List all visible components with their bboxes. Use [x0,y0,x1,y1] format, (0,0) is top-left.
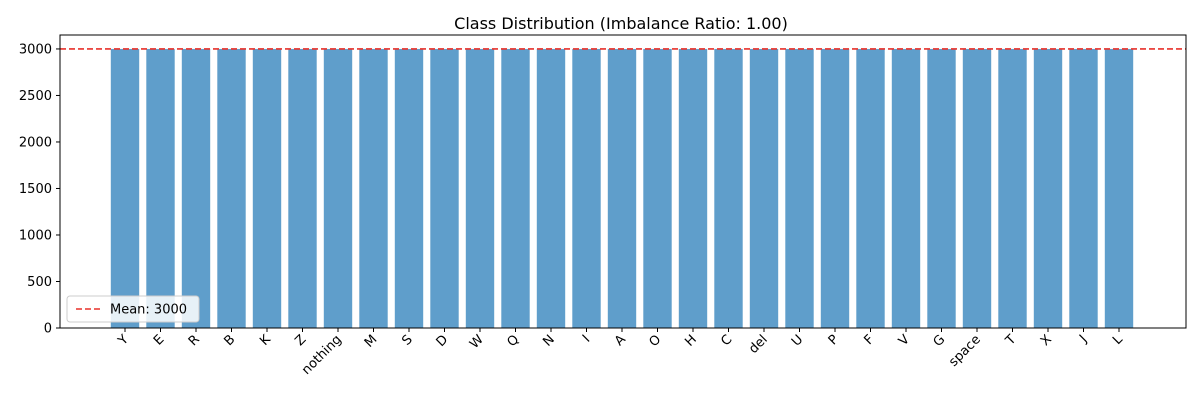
x-tick-label: Q [504,332,522,350]
bar-C [714,48,743,328]
y-axis: 0 500 1000 1500 2000 2500 3000 [19,42,60,337]
bar-K [252,48,282,328]
bar-B [217,48,246,328]
legend-box [66,295,200,323]
bar-Z [288,48,317,328]
x-tick-label: S [399,332,415,348]
y-tick-label: 1500 [19,182,52,197]
x-tick-label: O [646,332,664,350]
bar-M [359,48,388,328]
bar-N [536,48,566,328]
x-tick-label: K [257,332,274,349]
plot-frame [59,34,1187,329]
legend-label-mean: Mean: 3000 [110,303,187,318]
bar-R [181,48,211,328]
bar-H [678,48,708,328]
bar-S [394,48,424,328]
legend: Mean: 3000 [66,295,200,323]
x-tick-label: E [151,332,167,348]
x-tick-label: A [612,332,629,349]
bars-group [110,48,1134,328]
bar-del [749,48,779,328]
x-tick-label: U [789,332,806,349]
bar-T [998,48,1027,328]
bar-E [146,48,175,328]
x-tick-label: P [826,332,842,348]
bar-J [1069,48,1098,328]
bar-Y [110,48,140,328]
x-tick-label: C [718,332,735,349]
bar-L [1104,48,1134,328]
y-tick-label: 3000 [19,42,52,57]
x-tick-label: J [1076,332,1090,346]
x-tick-label: nothing [299,332,345,378]
x-tick-label: X [1038,332,1055,349]
y-tick-label: 500 [27,275,52,290]
x-tick-label: R [186,332,203,349]
x-tick-label: T [1002,332,1019,349]
x-tick-label: M [362,332,381,351]
x-tick-label: N [540,332,557,349]
x-tick-label: I [580,332,593,345]
bar-space [962,48,992,328]
bar-A [607,48,637,328]
x-tick-label: D [434,332,452,350]
bar-D [430,48,459,328]
x-tick-label: G [931,332,949,350]
x-tick-label: del [746,332,771,357]
x-tick-label: B [221,332,238,349]
x-tick-label: V [896,332,913,349]
x-tick-label: F [861,332,877,348]
x-tick-label: H [682,332,700,350]
bar-nothing [323,48,353,328]
y-tick-label: 2500 [19,89,52,104]
x-tick-label: W [467,332,487,352]
bar-F [856,48,885,328]
x-tick-label: space [946,332,984,370]
x-tick-label: L [1110,332,1126,348]
bar-P [820,48,850,328]
bar-V [891,48,921,328]
bar-I [572,48,601,328]
bar-U [785,48,814,328]
x-tick-label: Z [292,332,309,349]
y-tick-label: 2000 [19,135,52,150]
bar-Q [501,48,530,328]
y-tick-label: 0 [44,322,52,337]
bar-W [465,48,495,328]
bar-O [643,48,672,328]
y-tick-label: 1000 [19,228,52,243]
chart-title: Class Distribution (Imbalance Ratio: 1.0… [454,14,788,33]
bar-G [927,48,956,328]
bar-X [1033,48,1063,328]
x-tick-label: Y [115,332,132,349]
